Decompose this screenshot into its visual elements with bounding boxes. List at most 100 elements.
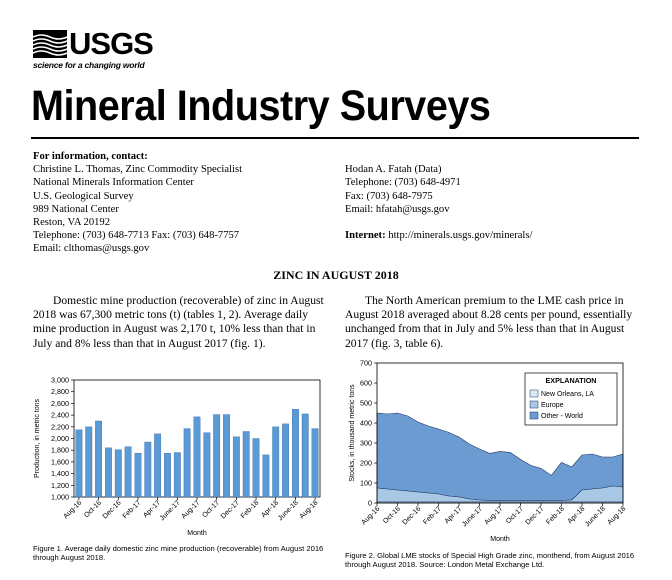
usgs-logo: USGS science for a changing world <box>33 26 154 70</box>
y-tick-label: 2,000 <box>51 434 69 443</box>
y-tick-label: 1,000 <box>51 493 69 502</box>
bar <box>213 414 221 498</box>
x-tick-label: Aug-18 <box>606 505 627 526</box>
y-tick-label: 2,600 <box>51 399 69 408</box>
y-tick-label: 600 <box>360 379 372 388</box>
area-series <box>376 412 624 501</box>
contact-heading: For information, contact: <box>33 151 148 162</box>
x-tick-label: Feb-18 <box>545 505 566 526</box>
y-tick-label: 3,000 <box>51 376 69 385</box>
bar <box>164 452 171 498</box>
internet-line: Internet: http://minerals.usgs.gov/miner… <box>345 229 532 242</box>
bar <box>301 413 309 498</box>
bar <box>114 449 122 498</box>
contact-line: Telephone: (703) 648-4971 <box>345 177 461 189</box>
figure-1-bar-chart: 1,000 1,200 1,400 1,600 1,800 2,000 2,200 2,400… <box>34 376 321 537</box>
y-tick-label: 2,800 <box>51 387 69 396</box>
y-tick-label: 200 <box>360 459 372 468</box>
x-tick-label: Oct-16 <box>83 499 103 519</box>
x-tick-label: Oct-17 <box>505 505 525 525</box>
legend-swatch <box>529 411 539 420</box>
bar <box>223 414 230 498</box>
section-title: ZINC IN AUGUST 2018 <box>273 268 399 282</box>
x-tick-label: Apr-17 <box>444 505 464 525</box>
internet-link[interactable]: http://minerals.usgs.gov/minerals/ <box>388 230 533 242</box>
paragraph-production: Domestic mine production (recoverable) o… <box>33 294 324 350</box>
legend-swatch <box>529 389 539 398</box>
bar <box>311 428 319 498</box>
bar <box>193 416 201 498</box>
x-tick-label: Aug-17 <box>483 505 504 526</box>
internet-label: Internet: <box>345 230 386 242</box>
bar <box>272 426 280 498</box>
paragraph-premium: The North American premium to the LME ca… <box>345 294 633 350</box>
legend-label: Europe <box>541 402 564 409</box>
y-tick-label: 400 <box>360 419 372 428</box>
contact-line: Telephone: (703) 648-7713 Fax: (703) 648… <box>33 230 240 242</box>
figure-2-area-chart: 0 100 200 300 400 500 600 700 Aug-16 Oct-16 Dec-16… <box>349 359 627 544</box>
figure-1-caption: Figure 1. Average daily domestic zinc mi… <box>33 544 324 563</box>
contact-line: 989 National Center <box>33 203 119 215</box>
bar <box>232 436 240 498</box>
x-tick-label: Feb-18 <box>240 499 261 520</box>
bar <box>105 447 112 498</box>
x-tick-label: Dec-16 <box>401 505 422 526</box>
contact-line: Fax: (703) 648-7975 <box>345 190 433 202</box>
legend-title: EXPLANATION <box>546 376 597 385</box>
contact-left: For information, contact: Christine L. T… <box>33 150 242 256</box>
y-tick-label: 1,200 <box>51 481 69 490</box>
bar <box>173 452 181 498</box>
legend-box <box>524 372 618 426</box>
x-tick-label: Dec-17 <box>524 505 545 526</box>
contact-line: National Minerals Information Center <box>33 177 194 189</box>
contact-email[interactable]: Email: clthomas@usgs.gov <box>33 243 150 255</box>
x-tick-label: Aug-16 <box>62 499 83 520</box>
y-axis-label: Stocks, in thousand metric tons <box>349 384 356 482</box>
figure-2-caption: Figure 2. Global LME stocks of Special H… <box>345 551 635 570</box>
bar <box>124 446 132 498</box>
legend-label: Other - World <box>541 413 583 420</box>
title-rule <box>31 137 639 139</box>
bar <box>252 438 260 498</box>
bar <box>242 431 250 498</box>
y-tick-label: 2,200 <box>51 422 69 431</box>
bar <box>75 429 83 498</box>
y-tick-label: 100 <box>360 479 372 488</box>
y-tick-label: 0 <box>368 499 372 508</box>
y-tick-label: 1,600 <box>51 457 69 466</box>
x-axis-label: Month <box>187 530 207 537</box>
x-tick-label: Apr-18 <box>567 505 587 525</box>
bar <box>292 409 299 498</box>
logo-text: USGS <box>69 26 154 61</box>
x-tick-label: Feb-17 <box>422 505 443 526</box>
y-tick-label: 500 <box>360 399 372 408</box>
bar <box>154 433 162 498</box>
bar <box>282 423 289 498</box>
logo-tagline: science for a changing world <box>33 60 145 70</box>
bar <box>85 426 93 498</box>
bar <box>183 428 191 498</box>
y-tick-label: 700 <box>360 359 372 368</box>
contact-right: Hodan A. Fatah (Data) Telephone: (703) 6… <box>345 150 532 242</box>
x-tick-label: Aug-18 <box>299 499 320 520</box>
x-tick-label: June-18 <box>277 499 300 522</box>
legend-label: New Orleans, LA <box>541 391 594 398</box>
x-tick-label: June-17 <box>461 505 484 528</box>
bar <box>144 441 152 498</box>
x-axis-label: Month <box>490 536 510 543</box>
bar <box>95 420 102 498</box>
y-tick-label: 2,400 <box>51 411 69 420</box>
bar <box>262 454 270 498</box>
x-tick-label: Aug-16 <box>360 505 381 526</box>
x-tick-label: Feb-17 <box>122 499 143 520</box>
x-tick-label: June-18 <box>584 505 607 528</box>
contact-line: Reston, VA 20192 <box>33 217 111 229</box>
y-tick-label: 300 <box>360 439 372 448</box>
contact-line: Christine L. Thomas, Zinc Commodity Spec… <box>33 164 243 176</box>
contact-line: Hodan A. Fatah (Data) <box>345 164 442 176</box>
contact-email[interactable]: Email: hfatah@usgs.gov <box>345 203 450 215</box>
x-tick-label: Oct-16 <box>382 505 402 525</box>
page-title: Mineral Industry Surveys <box>31 82 491 130</box>
usgs-wave-icon <box>33 29 67 58</box>
y-axis-label: Production, in metric tons <box>34 399 41 478</box>
